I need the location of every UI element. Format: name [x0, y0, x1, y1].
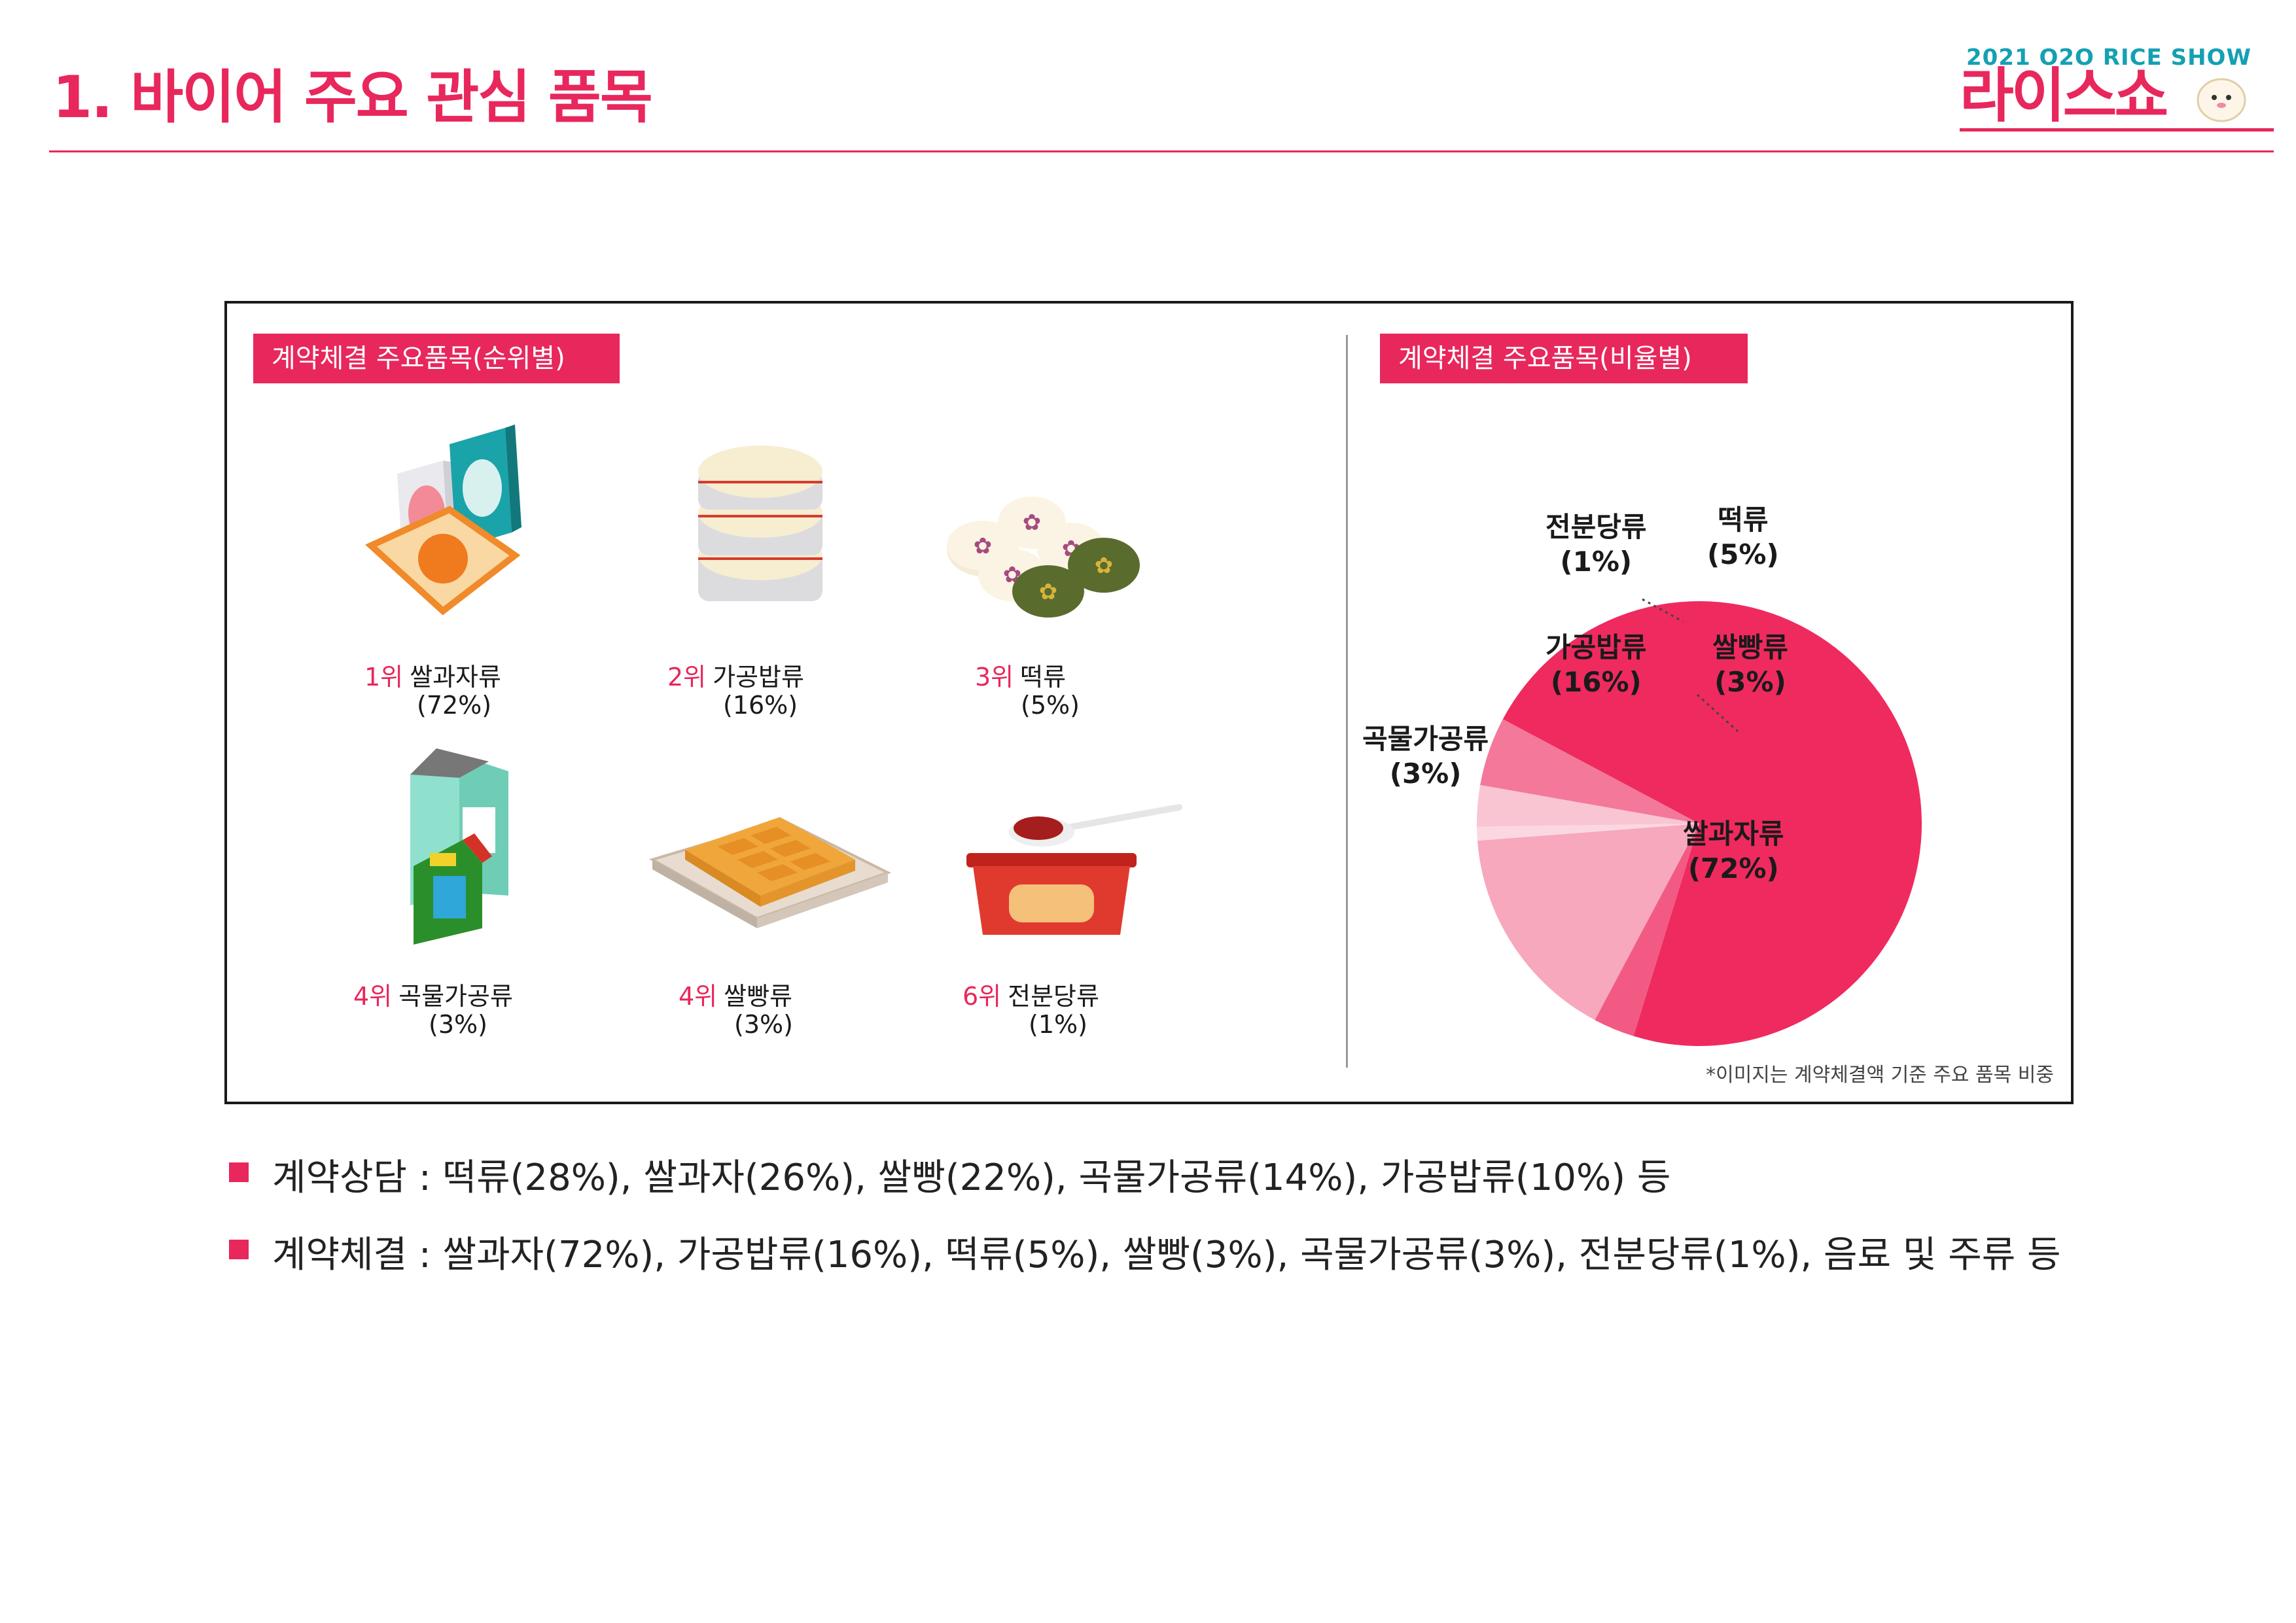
leader-line-bread — [1696, 693, 1739, 733]
rank-item-5: 4위 쌀빵류 — [679, 976, 792, 1012]
item-name: 전분당류 — [1008, 982, 1099, 1011]
item-percent: (5%) — [1021, 691, 1080, 720]
svg-text:✿: ✿ — [1039, 579, 1058, 605]
rice-cracker-icon — [365, 425, 521, 616]
rank-number: 4위 — [679, 982, 718, 1011]
pie-label-starch-sugar: 전분당류 (1%) — [1545, 510, 1647, 579]
pie-slice-3 — [1477, 824, 1699, 841]
pie-svg — [1477, 598, 1922, 1046]
slice-name: 쌀빵류 — [1712, 631, 1788, 663]
ratio-pie-chart: 쌀과자류 (72%) 곡물가공류 (3%) 가공밥류 (16%) 전분당류 (1%) 쌀… — [1362, 500, 2036, 1089]
pie-slice-0 — [1502, 601, 1922, 1046]
slice-percent: (5%) — [1707, 538, 1779, 570]
leader-line-starch — [1642, 598, 1684, 623]
item-name: 가공밥류 — [713, 663, 804, 691]
logo-underline — [1960, 128, 2274, 131]
slice-name: 전분당류 — [1545, 511, 1647, 543]
item-percent: (72%) — [417, 691, 492, 720]
pie-label-grain: 곡물가공류 (3%) — [1362, 722, 1489, 791]
rank-number: 4위 — [353, 982, 393, 1011]
svg-text:✿: ✿ — [1095, 553, 1114, 579]
rank-item-2: 2위 가공밥류 — [667, 657, 804, 693]
bullet-square-icon — [229, 1240, 249, 1259]
summary-panel: 계약체결 주요품목(순위별) 계약체결 주요품목(비율별) 1위 쌀과자류 (72… — [224, 301, 2074, 1104]
slice-percent: (1%) — [1560, 545, 1633, 578]
rank-item-1: 1위 쌀과자류 — [364, 657, 501, 693]
bullet-text: 계약상담 : 떡류(28%), 쌀과자(26%), 쌀빵(22%), 곡물가공류… — [272, 1157, 1671, 1199]
rank-section-label: 계약체결 주요품목(순위별) — [253, 334, 620, 383]
slice-name: 떡류 — [1718, 504, 1769, 536]
bullet-square-icon — [229, 1162, 249, 1182]
grain-product-icon — [410, 748, 508, 945]
processed-rice-icon — [698, 445, 822, 601]
svg-text:✿: ✿ — [1023, 510, 1042, 536]
pie-slice-5 — [1480, 719, 1699, 824]
item-percent: (3%) — [429, 1010, 487, 1039]
header-divider — [49, 150, 2274, 152]
item-name: 곡물가공류 — [398, 982, 513, 1011]
pie-slice-2 — [1477, 824, 1699, 1021]
starch-sugar-icon — [966, 804, 1182, 935]
pie-label-processed-rice: 가공밥류 (16%) — [1545, 631, 1647, 699]
slice-name: 곡물가공류 — [1362, 723, 1489, 755]
rank-item-4: 4위 곡물가공류 — [353, 976, 513, 1012]
pie-slice-1 — [1595, 824, 1699, 1036]
rice-mascot-icon — [2197, 78, 2246, 122]
slice-name: 가공밥류 — [1545, 631, 1647, 663]
rank-number: 1위 — [364, 663, 404, 691]
logo-wordmark: 라이스쇼 — [1960, 61, 2168, 130]
rank-number: 6위 — [963, 982, 1002, 1011]
item-name: 쌀과자류 — [410, 663, 501, 691]
svg-text:✿: ✿ — [974, 533, 993, 559]
logo-subtitle: 2021 O2O RICE SHOW — [1966, 44, 2252, 71]
item-percent: (1%) — [1029, 1010, 1087, 1039]
chart-footnote: *이미지는 계약체결액 기준 주요 품목 비중 — [1706, 1064, 2054, 1087]
slice-percent: (16%) — [1550, 665, 1642, 698]
pie-label-rice-cake: 떡류 (5%) — [1707, 503, 1779, 572]
rank-item-3: 3위 떡류 — [975, 657, 1066, 693]
rank-number: 3위 — [975, 663, 1014, 691]
panel-divider — [1346, 335, 1348, 1068]
slice-name: 쌀과자류 — [1683, 818, 1784, 850]
slice-percent: (3%) — [1389, 757, 1462, 790]
item-percent: (16%) — [723, 691, 798, 720]
bullet-text: 계약체결 : 쌀과자(72%), 가공밥류(16%), 떡류(5%), 쌀빵(3… — [272, 1234, 2061, 1276]
pie-label-rice-bread: 쌀빵류 (3%) — [1712, 631, 1788, 699]
pie-slice-4 — [1477, 784, 1699, 827]
page-title: 1. 바이어 주요 관심 품목 — [52, 63, 653, 131]
rice-bread-icon — [648, 817, 892, 928]
item-name: 쌀빵류 — [724, 982, 793, 1011]
pie-label-rice-cracker: 쌀과자류 (72%) — [1683, 817, 1784, 886]
slice-percent: (72%) — [1687, 852, 1779, 884]
rank-number: 2위 — [667, 663, 707, 691]
item-percent: (3%) — [734, 1010, 793, 1039]
rank-item-6: 6위 전분당류 — [963, 976, 1099, 1012]
slice-percent: (3%) — [1714, 665, 1786, 698]
item-name: 떡류 — [1020, 663, 1067, 691]
rice-cake-icon: ✿ ✿ ✿ ✿ ✿ ✿ — [947, 497, 1140, 618]
ratio-section-label: 계약체결 주요품목(비율별) — [1380, 334, 1748, 383]
rice-show-logo: 2021 O2O RICE SHOW 라이스쇼 — [1960, 44, 2274, 131]
